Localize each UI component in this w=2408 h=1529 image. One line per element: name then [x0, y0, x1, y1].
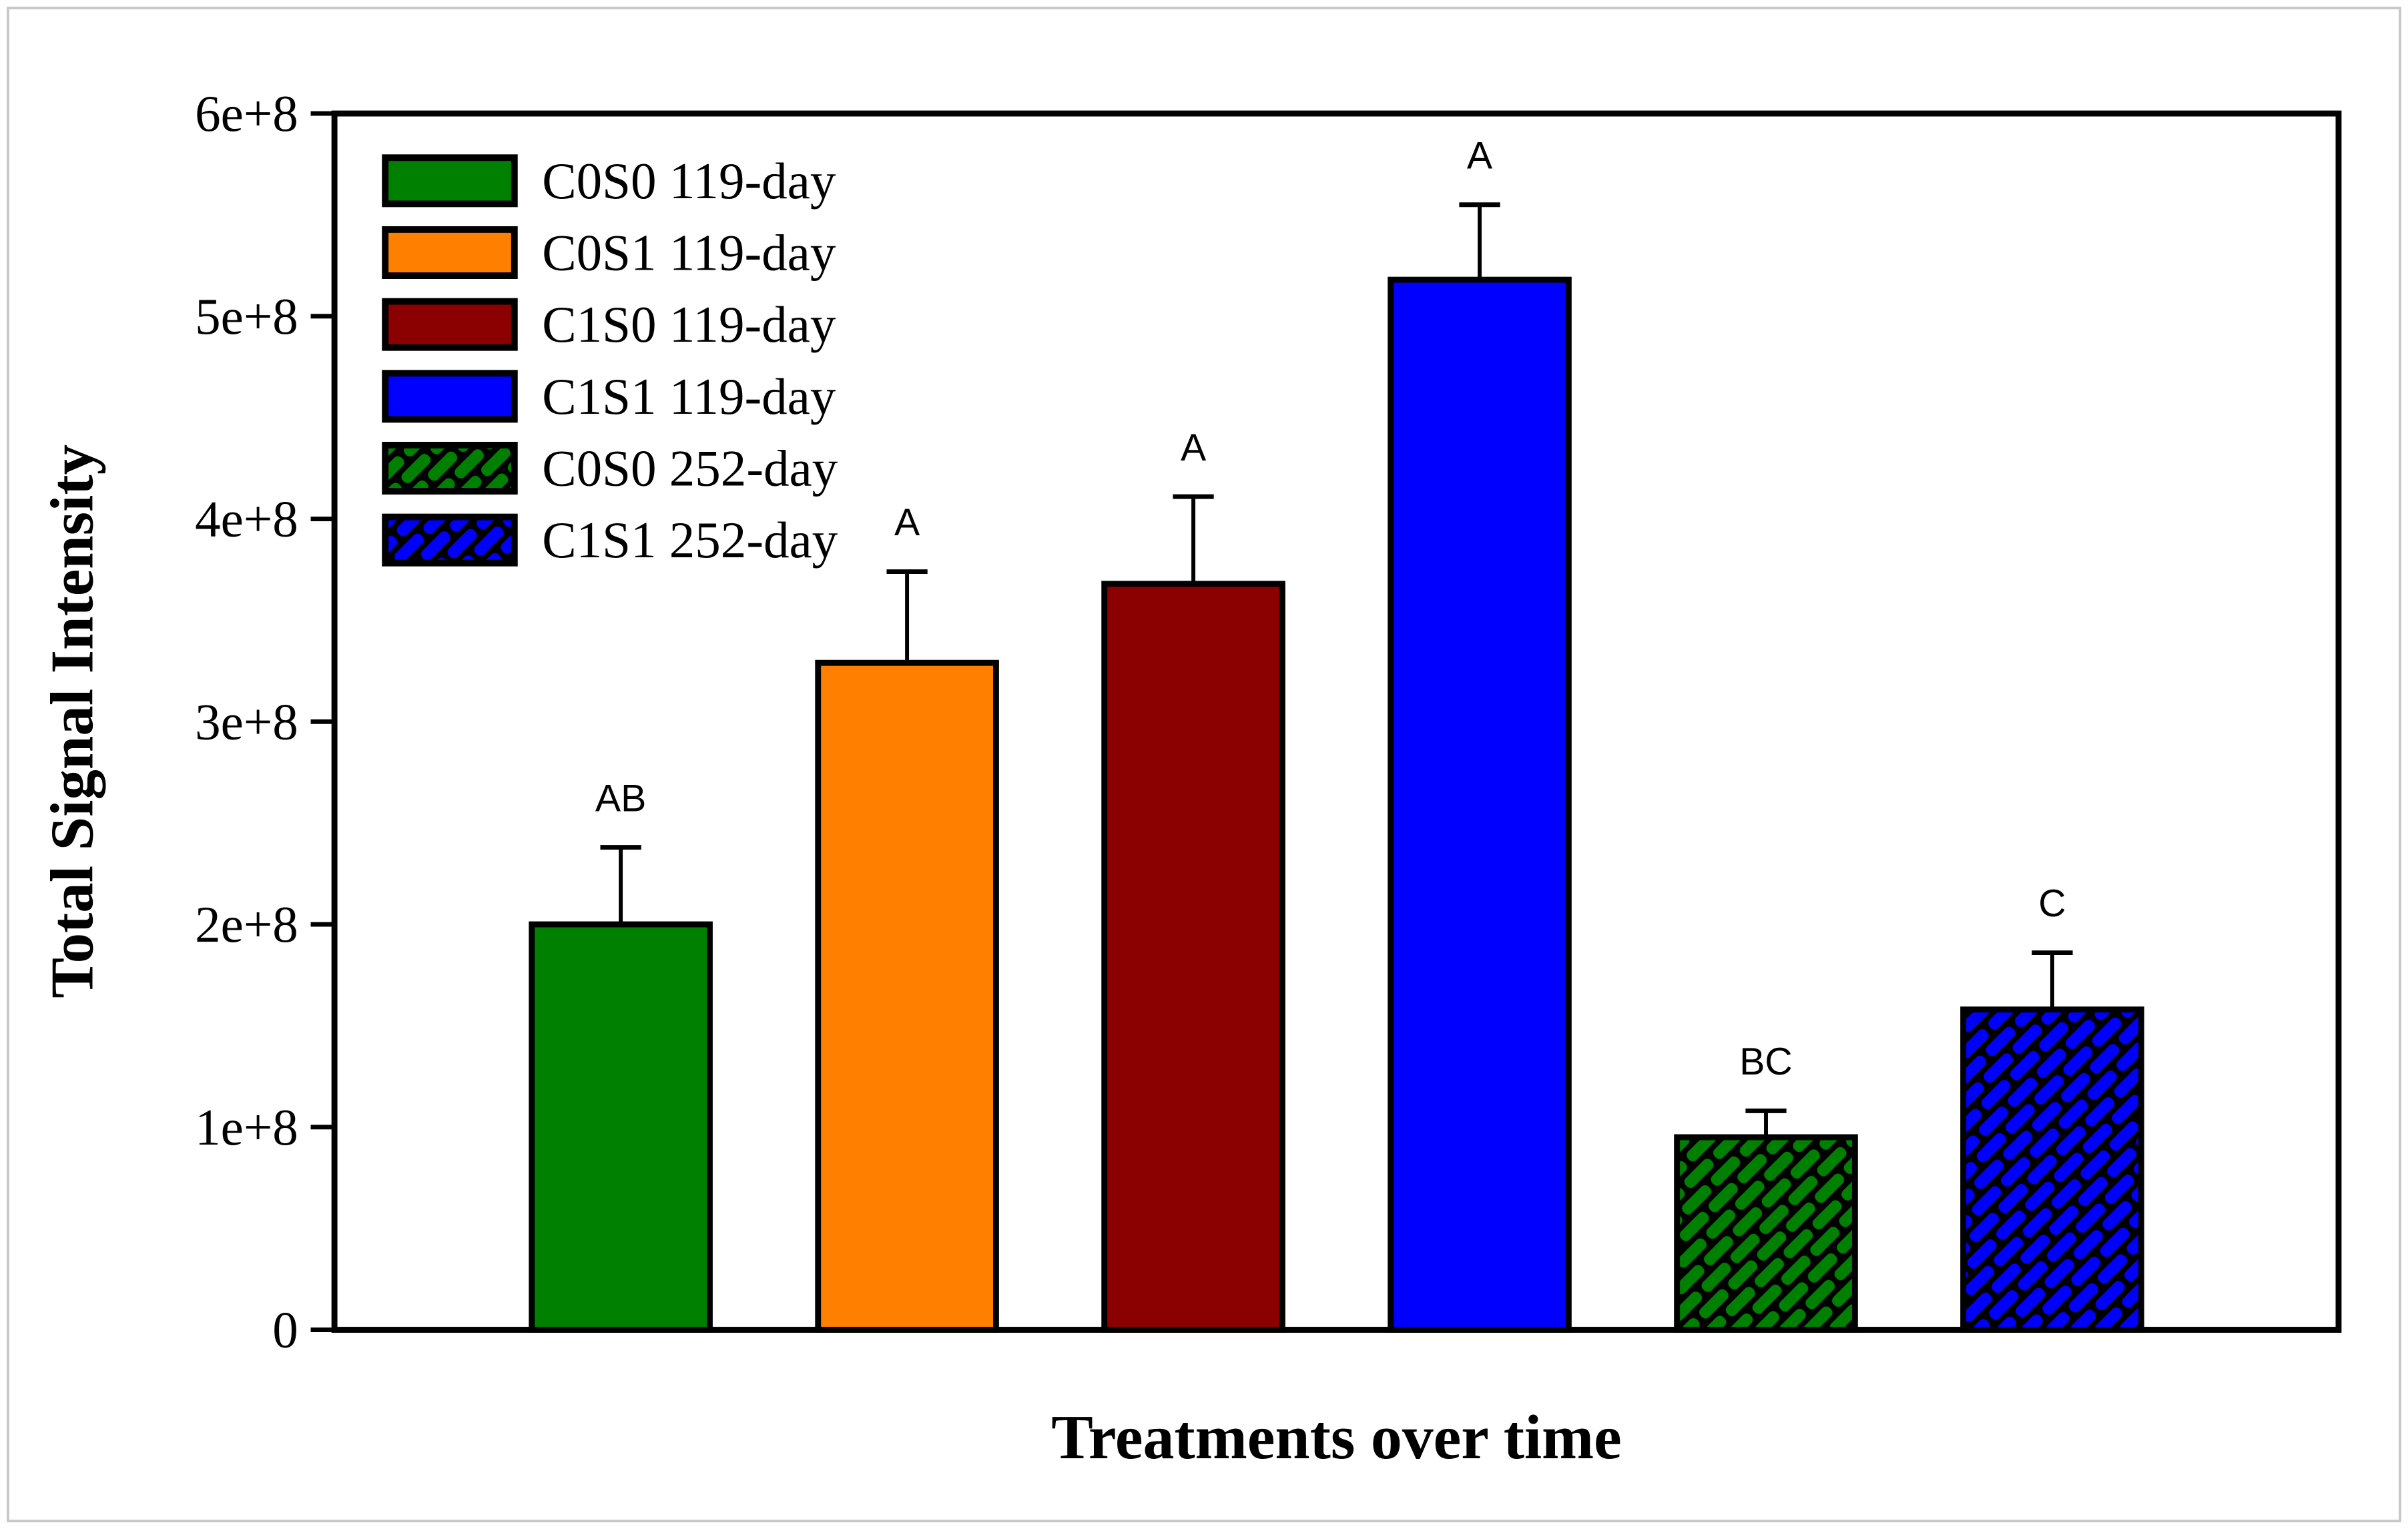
legend-label: C1S0 119-day	[542, 296, 836, 353]
y-tick-label: 5e+8	[195, 288, 298, 345]
y-tick-label: 2e+8	[195, 896, 298, 953]
legend-swatch	[382, 513, 518, 567]
x-axis-title: Treatments over time	[1051, 1403, 1622, 1472]
plot-area: 0 1e+8 2e+8 3e+8 4e+8 5e+8 6e+8 AB A A A BC C C0S0 11…	[195, 85, 2342, 1359]
significance-letter: AB	[595, 777, 646, 820]
y-tick-label: 1e+8	[195, 1099, 298, 1156]
significance-letter: A	[1181, 426, 1207, 469]
bar	[1674, 1134, 1858, 1333]
significance-letter: A	[894, 501, 920, 544]
y-tick-label: 3e+8	[195, 693, 298, 750]
significance-letter: A	[1467, 134, 1493, 177]
bar	[815, 659, 999, 1333]
bar	[1101, 581, 1285, 1333]
bar	[1960, 1006, 2144, 1333]
y-axis-title: Total Signal Intensity	[39, 444, 106, 998]
legend-swatch	[382, 370, 518, 423]
y-tick-label: 4e+8	[195, 491, 298, 548]
legend-label: C0S1 119-day	[542, 224, 836, 281]
bar	[1388, 276, 1572, 1333]
legend-label: C1S1 252-day	[542, 511, 838, 569]
bar	[529, 921, 713, 1333]
significance-letter: C	[2038, 882, 2066, 925]
legend-swatch	[382, 154, 518, 208]
legend-label: C0S0 119-day	[542, 152, 836, 210]
chart-canvas: 0 1e+8 2e+8 3e+8 4e+8 5e+8 6e+8 AB A A A BC C C0S0 11…	[39, 85, 2342, 1472]
y-tick-label: 6e+8	[195, 85, 298, 142]
y-tick-label: 0	[272, 1301, 298, 1359]
legend-label: C0S0 252-day	[542, 439, 838, 497]
legend-swatch	[382, 226, 518, 280]
significance-letter: BC	[1739, 1040, 1793, 1083]
bar-chart-figure: 0 1e+8 2e+8 3e+8 4e+8 5e+8 6e+8 AB A A A BC C C0S0 11…	[7, 7, 2401, 1522]
legend-label: C1S1 119-day	[542, 368, 836, 425]
legend-swatch	[382, 298, 518, 351]
legend-swatch	[382, 441, 518, 495]
